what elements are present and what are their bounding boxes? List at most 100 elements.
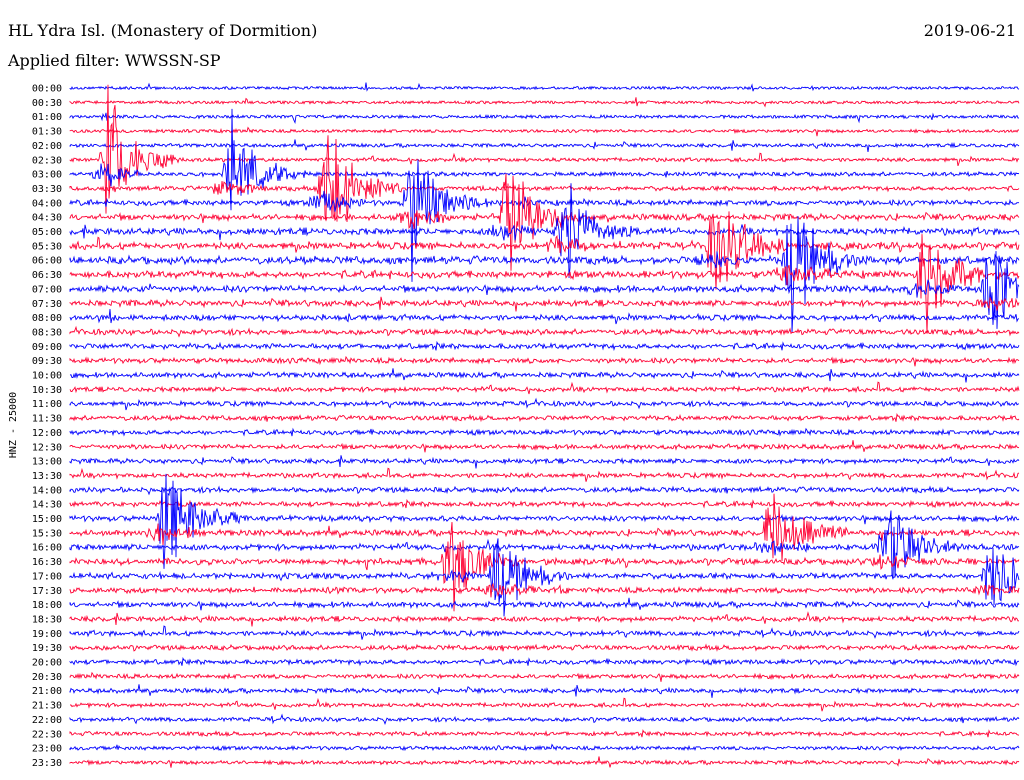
row-time-label: 08:30: [32, 327, 62, 338]
row-time-label: 03:00: [32, 170, 62, 181]
row-time-label: 01:00: [32, 112, 62, 123]
trace-row-0730: [69, 296, 1020, 312]
y-axis-label-group: HNZ - 25000: [8, 392, 19, 458]
trace-row-0430: [69, 173, 1020, 271]
row-time-label: 13:00: [32, 457, 62, 468]
trace-row-2200: [69, 713, 1020, 726]
trace-row-1030: [69, 381, 1020, 395]
trace-row-2030: [69, 671, 1020, 682]
trace-row-0400: [69, 159, 1020, 282]
trace-row-0300: [69, 108, 1020, 211]
trace-row-0200: [69, 139, 1020, 152]
row-time-label: 14:00: [32, 485, 62, 496]
trace-row-0230: [69, 84, 1020, 214]
seismic-traces: [69, 82, 1020, 768]
row-time-label: 14:30: [32, 500, 62, 511]
trace-row-1930: [69, 643, 1020, 652]
row-time-label: 19:00: [32, 629, 62, 640]
trace-row-1100: [69, 397, 1019, 411]
trace-row-1800: [69, 597, 1020, 611]
trace-row-2330: [69, 756, 1020, 768]
row-time-label: 00:00: [32, 84, 62, 95]
trace-row-2230: [69, 729, 1020, 738]
row-time-label: 18:30: [32, 614, 62, 625]
trace-row-1600: [69, 510, 1020, 580]
trace-row-0800: [69, 309, 1020, 325]
row-time-label: 01:30: [32, 127, 62, 138]
row-time-label: 02:30: [32, 155, 62, 166]
row-time-label: 17:00: [32, 571, 62, 582]
row-time-label: 22:30: [32, 729, 62, 740]
trace-row-1330: [69, 467, 1020, 482]
row-time-label: 09:00: [32, 342, 62, 353]
trace-row-0130: [69, 126, 1019, 137]
trace-row-2300: [69, 743, 1020, 752]
row-time-label: 22:00: [32, 715, 62, 726]
trace-row-0530: [69, 211, 1020, 290]
trace-row-0930: [69, 355, 1020, 367]
trace-row-0600: [69, 216, 1020, 333]
row-time-label: 12:00: [32, 428, 62, 439]
y-axis-label: HNZ - 25000: [8, 392, 19, 458]
trace-row-1500: [69, 473, 1020, 569]
row-time-label: 08:00: [32, 313, 62, 324]
trace-row-0330: [69, 135, 1020, 223]
row-time-label: 16:30: [32, 557, 62, 568]
row-time-label: 00:30: [32, 98, 62, 109]
trace-row-1200: [69, 427, 1020, 437]
trace-row-0630: [69, 234, 1020, 334]
row-time-label: 05:30: [32, 241, 62, 252]
row-time-label: 13:30: [32, 471, 62, 482]
row-time-label: 18:00: [32, 600, 62, 611]
row-time-label: 10:30: [32, 385, 62, 396]
trace-row-0900: [69, 340, 1020, 352]
row-time-label: 07:00: [32, 284, 62, 295]
row-time-label: 20:30: [32, 672, 62, 683]
record-date: 2019-06-21: [923, 21, 1016, 40]
row-time-label: 17:30: [32, 586, 62, 597]
row-time-label: 23:30: [32, 758, 62, 769]
trace-row-1630: [69, 522, 1020, 612]
trace-row-1430: [69, 498, 1020, 509]
row-time-label: 16:00: [32, 543, 62, 554]
row-time-label: 10:00: [32, 371, 62, 382]
row-time-label: 21:30: [32, 701, 62, 712]
row-time-label: 07:30: [32, 299, 62, 310]
row-time-label: 20:00: [32, 658, 62, 669]
trace-row-2100: [69, 684, 1020, 698]
trace-row-1830: [69, 611, 1020, 627]
trace-row-2000: [69, 657, 1020, 667]
row-time-label: 23:00: [32, 744, 62, 755]
row-time-label: 19:30: [32, 643, 62, 654]
trace-row-1900: [69, 625, 1020, 640]
trace-row-1730: [69, 582, 1020, 598]
row-time-label: 02:00: [32, 141, 62, 152]
row-time-label: 09:30: [32, 356, 62, 367]
row-time-label: 15:00: [32, 514, 62, 525]
trace-row-1400: [69, 485, 1020, 496]
row-time-label: 04:30: [32, 213, 62, 224]
row-time-label: 21:00: [32, 686, 62, 697]
trace-row-1300: [69, 455, 1020, 469]
trace-row-0830: [69, 325, 1020, 338]
trace-row-1130: [69, 413, 1020, 423]
row-time-label: 15:30: [32, 528, 62, 539]
trace-row-0500: [69, 183, 1020, 278]
station-title: HL Ydra Isl. (Monastery of Dormition): [8, 21, 318, 40]
trace-row-1000: [69, 368, 1020, 383]
trace-row-2130: [70, 697, 1020, 712]
row-time-label: 04:00: [32, 198, 62, 209]
trace-row-0700: [69, 251, 1020, 329]
trace-row-0100: [69, 112, 1020, 125]
row-time-label: 11:30: [32, 414, 62, 425]
row-time-label: 03:30: [32, 184, 62, 195]
row-time-labels: 00:00 00:30 01:00 01:30 02:00 02:30 03:00 03:30…: [32, 84, 62, 769]
trace-row-1530: [69, 493, 1020, 562]
row-time-label: 11:00: [32, 399, 62, 410]
row-time-label: 06:30: [32, 270, 62, 281]
trace-row-1700: [69, 538, 1020, 617]
row-time-label: 06:00: [32, 256, 62, 267]
row-time-label: 12:30: [32, 442, 62, 453]
